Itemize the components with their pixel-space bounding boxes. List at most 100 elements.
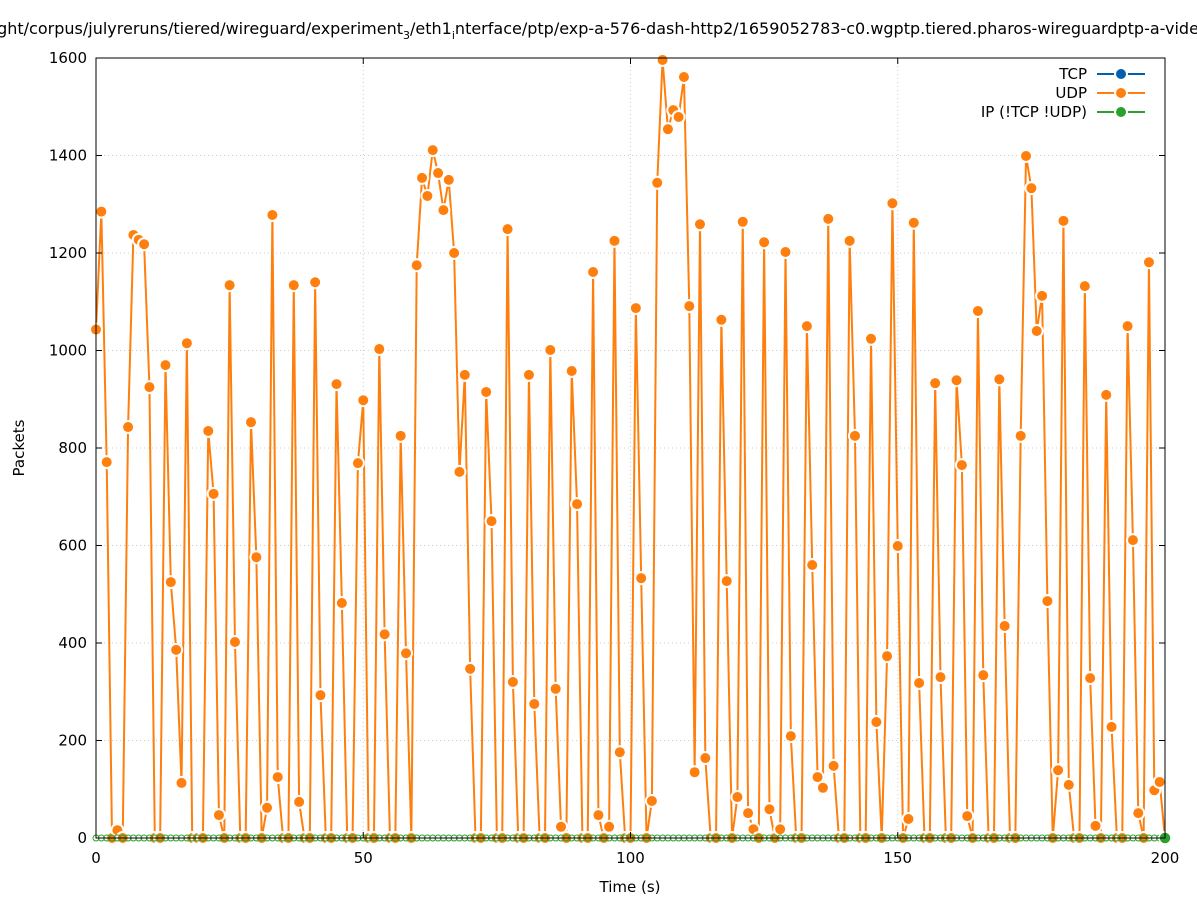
udp-point (956, 460, 967, 471)
udp-point (1026, 183, 1037, 194)
udp-line (95, 59, 1166, 842)
x-tick-label: 0 (91, 849, 101, 867)
udp-point (417, 172, 428, 183)
udp-point (892, 540, 903, 551)
udp-point (288, 280, 299, 291)
x-tick-label: 150 (883, 849, 912, 867)
udp-point (1053, 765, 1064, 776)
udp-point (395, 430, 406, 441)
udp-point (1133, 808, 1144, 819)
udp-point (700, 753, 711, 764)
udp-point (823, 213, 834, 224)
udp-point (737, 216, 748, 227)
udp-point (1015, 430, 1026, 441)
title-part: nterface/ptp/exp-a-576-dash-http2/165905… (455, 19, 1197, 38)
udp-point (1031, 326, 1042, 336)
udp-point (764, 804, 775, 815)
udp-point (165, 577, 176, 588)
udp-point (556, 821, 567, 832)
title-part: /eth1 (410, 19, 452, 38)
title-subscript: i (452, 29, 455, 42)
y-tick-label: 1200 (49, 244, 87, 262)
udp-point (294, 796, 305, 807)
udp-point (310, 277, 321, 288)
udp-point (935, 672, 946, 683)
udp-point (801, 321, 812, 332)
y-tick-label: 0 (77, 829, 87, 847)
udp-point (1101, 389, 1112, 400)
udp-point (315, 690, 326, 701)
udp-point (652, 177, 663, 188)
udp-point (887, 198, 898, 209)
legend-label: IP (!TCP !UDP) (981, 103, 1087, 121)
title-subscript: 3 (403, 29, 410, 42)
udp-point (684, 301, 695, 312)
title-part: ght/corpus/julyreruns/tiered/wireguard/e… (0, 19, 403, 38)
udp-point (812, 772, 823, 783)
udp-point (716, 314, 727, 325)
udp-point (780, 247, 791, 258)
udp-point (358, 395, 369, 406)
udp-point (229, 637, 240, 648)
udp-point (352, 458, 363, 469)
udp-point (903, 813, 914, 824)
udp-point (203, 425, 214, 436)
x-tick-label: 100 (616, 849, 645, 867)
udp-point (160, 360, 171, 371)
udp-point (1106, 721, 1117, 732)
udp-point (999, 620, 1010, 631)
udp-point (336, 598, 347, 609)
udp-point (662, 124, 673, 135)
udp-point (962, 811, 973, 822)
udp-point (1079, 281, 1090, 292)
udp-point (486, 516, 497, 527)
udp-point (930, 378, 941, 389)
udp-point (636, 573, 647, 584)
udp-point (465, 663, 476, 674)
udp-point (1085, 673, 1096, 684)
udp-point (866, 333, 877, 344)
udp-point (144, 382, 155, 393)
udp-point (246, 417, 257, 428)
udp-point (566, 365, 577, 376)
udp-point (908, 217, 919, 228)
udp-point (139, 239, 150, 250)
udp-point (224, 280, 235, 291)
udp-point (379, 629, 390, 640)
y-tick-label: 1000 (49, 342, 87, 360)
udp-point (251, 552, 262, 563)
y-tick-label: 1400 (49, 147, 87, 165)
y-tick-label: 800 (58, 439, 87, 457)
udp-point (1042, 596, 1053, 607)
udp-point (411, 260, 422, 271)
udp-point (759, 237, 770, 248)
udp-point (96, 206, 107, 217)
udp-point (433, 168, 444, 179)
udp-point (502, 224, 513, 235)
udp-point (545, 345, 556, 356)
udp-point (481, 386, 492, 397)
udp-point (828, 760, 839, 771)
udp-point (443, 174, 454, 185)
udp-point (262, 802, 273, 813)
udp-point (101, 457, 112, 468)
udp-point (176, 777, 187, 788)
udp-point (422, 190, 433, 201)
legend-label: TCP (1058, 65, 1087, 83)
udp-point (1021, 150, 1032, 161)
udp-point (572, 499, 583, 510)
udp-point (459, 369, 470, 380)
legend-label: UDP (1055, 84, 1087, 102)
legend-marker (1116, 88, 1126, 98)
chart-title: ght/corpus/julyreruns/tiered/wireguard/e… (0, 19, 1197, 42)
udp-point (171, 644, 182, 655)
legend-marker (1116, 69, 1126, 79)
udp-point (208, 488, 219, 499)
udp-point (673, 111, 684, 122)
y-tick-label: 400 (58, 634, 87, 652)
udp-point (630, 303, 641, 314)
y-tick-label: 200 (58, 732, 87, 750)
udp-point (689, 767, 700, 778)
